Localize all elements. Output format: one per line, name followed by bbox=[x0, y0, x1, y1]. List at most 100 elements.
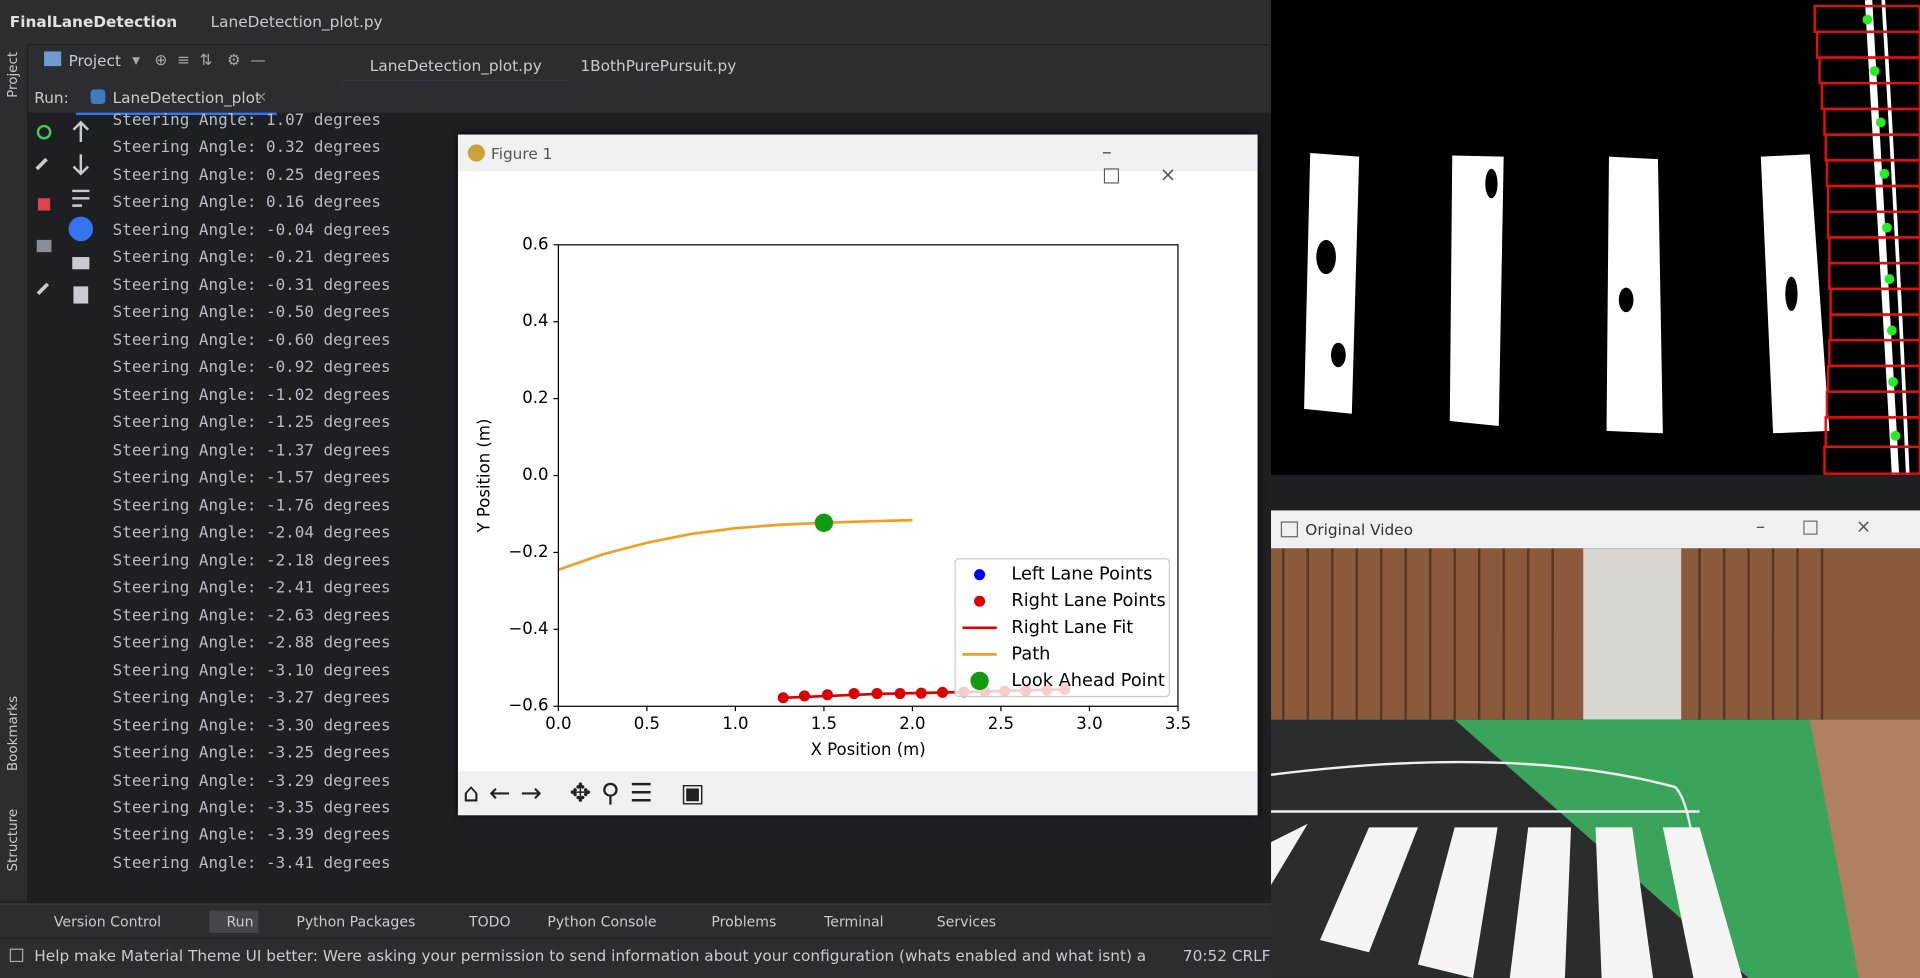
y-tick-label: 0.0 bbox=[522, 465, 548, 484]
console-line: Steering Angle: -0.31 degrees bbox=[112, 276, 391, 295]
legend-swatch bbox=[970, 671, 989, 691]
console-line: Steering Angle: -3.27 degrees bbox=[112, 689, 391, 708]
y-tick-label: 0.6 bbox=[522, 234, 548, 253]
console-line: Steering Angle: -1.02 degrees bbox=[112, 386, 391, 405]
line-separator[interactable]: CRLF bbox=[1231, 946, 1271, 965]
run-tab-box bbox=[75, 81, 277, 116]
figure-toolbar bbox=[457, 771, 1258, 816]
x-tick-label: 2.5 bbox=[988, 714, 1014, 733]
console-line: Steering Angle: -3.41 degrees bbox=[112, 854, 391, 873]
legend-label: Path bbox=[1011, 644, 1050, 664]
y-tick-label: −0.2 bbox=[508, 542, 548, 561]
console-line: Steering Angle: -2.18 degrees bbox=[112, 551, 391, 570]
side-tab[interactable]: Structure bbox=[4, 808, 21, 872]
console-line: Steering Angle: -3.29 degrees bbox=[112, 771, 391, 791]
tool-tab[interactable]: Python Packages bbox=[296, 913, 416, 931]
tool-tab[interactable]: Run bbox=[209, 910, 259, 933]
tool-tab[interactable]: Python Console bbox=[547, 913, 657, 931]
figure-window: Figure 1 –□× 0.0 0.5 1.0 1.5 2.0 2.5 3.0 3.5 −0.… bbox=[457, 134, 1258, 816]
window-icon bbox=[1280, 521, 1298, 538]
console-line: Steering Angle: 0.16 degrees bbox=[112, 193, 382, 213]
side-tab[interactable]: Bookmarks bbox=[4, 695, 21, 772]
y-tick-label: 0.2 bbox=[522, 388, 548, 407]
tool-tab[interactable]: Terminal bbox=[824, 913, 884, 931]
console-line: Steering Angle: -1.37 degrees bbox=[112, 441, 391, 460]
y-tick-label: −0.4 bbox=[508, 619, 548, 638]
side-tab[interactable]: Project bbox=[4, 51, 21, 98]
video-title-bar bbox=[1271, 510, 1920, 549]
console-line: Steering Angle: -1.57 degrees bbox=[112, 469, 391, 488]
console-line: Steering Angle: -0.21 degrees bbox=[112, 248, 391, 268]
run-tab[interactable]: LaneDetection_plot bbox=[112, 88, 262, 107]
console-line: Steering Angle: -1.25 degrees bbox=[112, 414, 391, 433]
toolbar bbox=[0, 44, 1272, 83]
editor-tab[interactable]: LaneDetection_plot.py bbox=[342, 54, 569, 84]
x-axis-label: X Position (m) bbox=[811, 740, 926, 759]
project-icon bbox=[44, 51, 62, 67]
tool-tab[interactable]: Problems bbox=[711, 913, 777, 931]
console-line: Steering Angle: -0.60 degrees bbox=[112, 331, 391, 350]
tool-tab[interactable]: Version Control bbox=[53, 913, 162, 931]
lane-mask-window bbox=[1271, 0, 1920, 475]
line bbox=[558, 518, 913, 572]
status-icon bbox=[9, 948, 24, 963]
project-name[interactable]: FinalLaneDetection bbox=[9, 12, 178, 31]
status-message[interactable]: Help make Material Theme UI better: Were… bbox=[34, 946, 1147, 965]
console-line: Steering Angle: -2.41 degrees bbox=[112, 579, 391, 598]
console-line: Steering Angle: -0.04 degrees bbox=[112, 221, 391, 240]
point bbox=[777, 692, 789, 704]
console-line: Steering Angle: -1.76 degrees bbox=[112, 496, 391, 515]
legend-label: Right Lane Fit bbox=[1011, 618, 1133, 638]
console-line: Steering Angle: -3.25 degrees bbox=[112, 744, 391, 763]
tool-tab[interactable]: Services bbox=[936, 913, 997, 931]
python-icon bbox=[90, 89, 106, 105]
run-bar bbox=[0, 80, 1272, 113]
console-line: Steering Angle: -2.63 degrees bbox=[112, 606, 391, 626]
x-tick-label: 0.0 bbox=[545, 714, 571, 733]
y-tick-label: −0.6 bbox=[508, 696, 548, 715]
cursor-position[interactable]: 70:52 bbox=[1182, 946, 1227, 965]
console-line: Steering Angle: -0.50 degrees bbox=[112, 303, 391, 323]
console-line: Steering Angle: -3.10 degrees bbox=[112, 661, 391, 681]
x-tick-label: 3.5 bbox=[1165, 714, 1191, 733]
figure-title-bar bbox=[457, 134, 1258, 172]
project-button[interactable]: Project bbox=[68, 51, 121, 70]
run-actions bbox=[35, 120, 94, 304]
console-line: Steering Angle: -0.92 degrees bbox=[112, 359, 391, 378]
figure-icon bbox=[467, 144, 485, 162]
figure-tools[interactable]: ⌂←→ ✥⚲☰ ▣ bbox=[462, 778, 715, 808]
video-frame bbox=[1271, 548, 1920, 978]
console-line: Steering Angle: 0.32 degrees bbox=[112, 138, 382, 158]
console-line: Steering Angle: -2.88 degrees bbox=[112, 634, 391, 653]
title-bar bbox=[0, 0, 1272, 45]
console-line: Steering Angle: -3.35 degrees bbox=[112, 799, 391, 818]
video-title: Original Video bbox=[1305, 520, 1413, 539]
legend-swatch bbox=[974, 569, 986, 581]
legend bbox=[954, 558, 1171, 698]
legend-label: Look Ahead Point bbox=[1011, 671, 1164, 691]
left-strip bbox=[0, 44, 29, 901]
y-tick-label: 0.4 bbox=[522, 311, 548, 330]
x-tick-label: 1.0 bbox=[722, 714, 748, 733]
console-line: Steering Angle: -3.39 degrees bbox=[112, 826, 391, 846]
legend-swatch bbox=[974, 595, 986, 607]
plot-frame bbox=[557, 244, 1179, 707]
tab-label: LaneDetection_plot.py bbox=[369, 56, 542, 75]
chart: 0.0 0.5 1.0 1.5 2.0 2.5 3.0 3.5 −0.6 −0.4 −0.2 0.0 0… bbox=[474, 234, 1191, 759]
tool-tab[interactable]: TODO bbox=[468, 913, 511, 931]
legend-label: Left Lane Points bbox=[1011, 565, 1152, 585]
console-line: Steering Angle: 0.25 degrees bbox=[112, 166, 382, 185]
editor-tab[interactable]: 1BothPurePursuit.py bbox=[553, 54, 763, 81]
x-tick-label: 0.5 bbox=[634, 714, 660, 733]
x-tick-label: 2.0 bbox=[899, 714, 925, 733]
point bbox=[814, 513, 834, 533]
breadcrumb-file[interactable]: LaneDetection_plot.py bbox=[210, 12, 383, 31]
tab-label: 1BothPurePursuit.py bbox=[580, 56, 737, 75]
figure-title: Figure 1 bbox=[491, 144, 553, 163]
x-tick-label: 3.0 bbox=[1076, 714, 1102, 733]
x-tick-label: 1.5 bbox=[811, 714, 837, 733]
status-bar bbox=[0, 937, 1272, 978]
y-axis-label: Y Position (m) bbox=[474, 419, 493, 534]
run-label: Run: bbox=[34, 88, 69, 107]
